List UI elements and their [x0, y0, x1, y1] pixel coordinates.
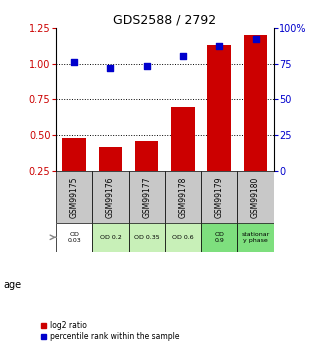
Bar: [207, 45, 231, 171]
Text: OD
0.03: OD 0.03: [67, 232, 81, 243]
Bar: [128, 171, 165, 223]
Bar: [237, 171, 274, 223]
Bar: [56, 223, 92, 252]
Text: GSM99175: GSM99175: [70, 176, 79, 218]
Bar: [56, 171, 92, 223]
Text: GSM99178: GSM99178: [179, 176, 188, 218]
Bar: [165, 223, 201, 252]
Bar: [165, 171, 201, 223]
Bar: [201, 223, 237, 252]
Point: [180, 53, 185, 59]
Text: GSM99176: GSM99176: [106, 176, 115, 218]
Text: GSM99180: GSM99180: [251, 176, 260, 218]
Bar: [171, 107, 195, 171]
Bar: [62, 138, 86, 171]
Point: [72, 59, 77, 65]
Point: [253, 36, 258, 42]
Bar: [99, 147, 122, 171]
Text: OD 0.6: OD 0.6: [172, 235, 194, 240]
Point: [144, 64, 149, 69]
Bar: [135, 141, 159, 171]
Legend: log2 ratio, percentile rank within the sample: log2 ratio, percentile rank within the s…: [41, 321, 179, 341]
Text: OD 0.35: OD 0.35: [134, 235, 160, 240]
Bar: [92, 223, 128, 252]
Text: OD
0.9: OD 0.9: [214, 232, 224, 243]
Bar: [92, 171, 128, 223]
Text: age: age: [3, 280, 21, 289]
Bar: [237, 223, 274, 252]
Point: [108, 65, 113, 71]
Bar: [201, 171, 237, 223]
Text: OD 0.2: OD 0.2: [100, 235, 121, 240]
Text: stationar
y phase: stationar y phase: [241, 232, 270, 243]
Bar: [244, 35, 267, 171]
Bar: [128, 223, 165, 252]
Text: GSM99177: GSM99177: [142, 176, 151, 218]
Point: [217, 43, 222, 49]
Title: GDS2588 / 2792: GDS2588 / 2792: [113, 13, 216, 27]
Text: GSM99179: GSM99179: [215, 176, 224, 218]
